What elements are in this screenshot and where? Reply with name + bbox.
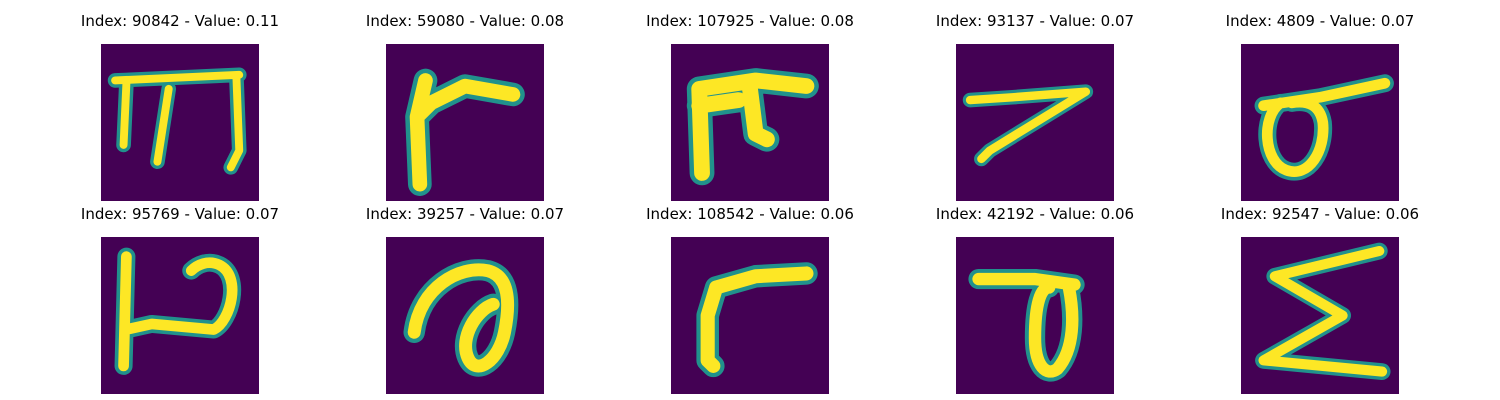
panel-107925: Index: 107925 - Value: 0.08 [620, 10, 880, 201]
panel-title: Index: 59080 - Value: 0.08 [365, 12, 565, 30]
character-image [671, 44, 829, 201]
character-image [386, 237, 544, 394]
character-image [101, 44, 259, 201]
character-image [101, 237, 259, 394]
character-image [671, 237, 829, 394]
panel-42192: Index: 42192 - Value: 0.06 [905, 203, 1165, 394]
panel-title: Index: 92547 - Value: 0.06 [1220, 205, 1420, 223]
panel-title: Index: 95769 - Value: 0.07 [80, 205, 280, 223]
panel-92547: Index: 92547 - Value: 0.06 [1190, 203, 1450, 394]
character-image [1241, 237, 1399, 394]
panel-59080: Index: 59080 - Value: 0.08 [335, 10, 595, 201]
panel-39257: Index: 39257 - Value: 0.07 [335, 203, 595, 394]
character-image [956, 237, 1114, 394]
panel-title: Index: 108542 - Value: 0.06 [646, 205, 854, 223]
panel-title: Index: 42192 - Value: 0.06 [935, 205, 1135, 223]
panel-90842: Index: 90842 - Value: 0.11 [50, 10, 310, 201]
panel-title: Index: 90842 - Value: 0.11 [80, 12, 280, 30]
panel-title: Index: 107925 - Value: 0.08 [646, 12, 854, 30]
panel-93137: Index: 93137 - Value: 0.07 [905, 10, 1165, 201]
panel-title: Index: 4809 - Value: 0.07 [1225, 12, 1415, 30]
panel-title: Index: 93137 - Value: 0.07 [935, 12, 1135, 30]
panel-title: Index: 39257 - Value: 0.07 [365, 205, 565, 223]
character-image [386, 44, 544, 201]
panel-108542: Index: 108542 - Value: 0.06 [620, 203, 880, 394]
panel-4809: Index: 4809 - Value: 0.07 [1190, 10, 1450, 201]
character-image [956, 44, 1114, 201]
panel-95769: Index: 95769 - Value: 0.07 [50, 203, 310, 394]
character-image [1241, 44, 1399, 201]
